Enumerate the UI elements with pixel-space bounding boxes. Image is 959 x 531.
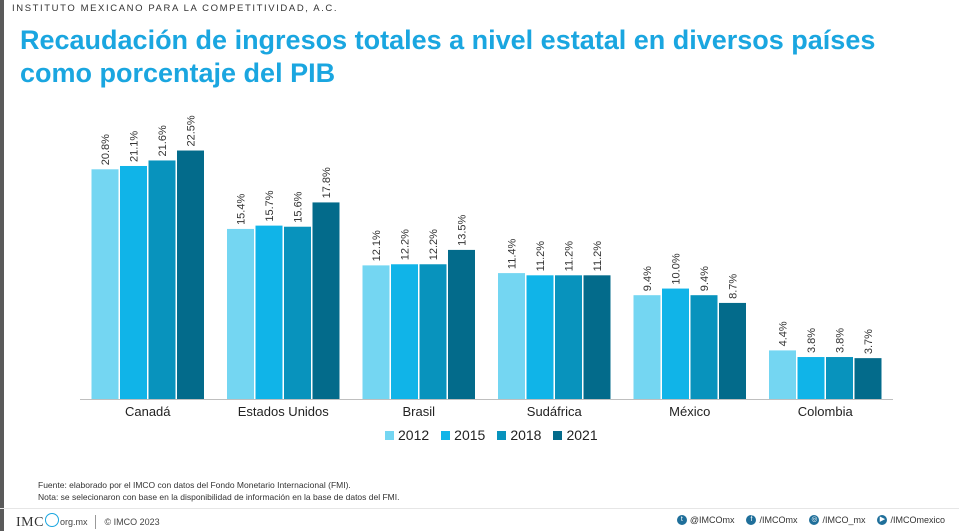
bar-2018-1 — [284, 226, 311, 399]
youtube-icon: ▶ — [877, 515, 888, 525]
data-label-2012-2: 12.1% — [371, 230, 383, 261]
legend-swatch-2012 — [385, 430, 394, 440]
data-label-2012-0: 20.8% — [100, 134, 112, 165]
social-facebook[interactable]: f/IMCOmx — [746, 515, 797, 525]
left-edge-bar — [0, 0, 4, 531]
social-youtube[interactable]: ▶/IMCOmexico — [877, 515, 945, 525]
bar-2018-3 — [555, 275, 582, 399]
legend-item-2015: 2015 — [441, 427, 485, 443]
social-youtube-label: /IMCOmexico — [890, 515, 945, 525]
bar-2012-5 — [769, 350, 796, 399]
data-label-2018-2: 12.2% — [428, 229, 440, 260]
data-label-2021-0: 22.5% — [186, 115, 198, 146]
org-name: INSTITUTO MEXICANO PARA LA COMPETITIVIDA… — [12, 3, 339, 14]
data-label-2015-4: 10.0% — [671, 253, 683, 284]
data-label-2015-1: 15.7% — [264, 190, 276, 221]
logo-circle-icon — [44, 513, 59, 527]
logo-text: IMC — [16, 515, 44, 530]
method-note: Nota: se selecionaron con base en la dis… — [38, 492, 400, 502]
bar-2015-4 — [662, 288, 689, 399]
bar-2015-2 — [391, 264, 418, 399]
category-label-5: Colombia — [798, 404, 854, 419]
legend-label-2021: 2021 — [566, 427, 598, 443]
bar-2015-3 — [526, 275, 554, 399]
legend-swatch-2018 — [497, 430, 507, 440]
data-label-2012-4: 9.4% — [642, 266, 654, 291]
chart-notes: Fuente: elaborado por el IMCO con datos … — [38, 479, 399, 503]
data-label-2018-0: 21.6% — [157, 125, 169, 156]
footer-divider — [0, 508, 959, 509]
data-label-2015-5: 3.8% — [806, 328, 818, 353]
footer-brand: IMC org.mx © IMCO 2023 — [16, 513, 160, 531]
twitter-icon: t — [676, 515, 687, 525]
legend-item-2021: 2021 — [553, 427, 598, 443]
chart-title: Recaudación de ingresos totales a nivel … — [20, 25, 876, 88]
data-label-2018-1: 15.6% — [293, 191, 305, 222]
data-label-2015-2: 12.2% — [400, 229, 412, 260]
data-label-2018-3: 11.2% — [564, 241, 576, 272]
bar-chart: 20.8% 21.1% 21.6% 22.5% Canadá 15.4% 15.7% 15.6… — [80, 115, 893, 419]
facebook-icon: f — [746, 515, 757, 525]
data-label-2015-3: 11.2% — [535, 241, 547, 272]
category-label-2: Brasil — [402, 404, 435, 419]
legend-label-2015: 2015 — [454, 427, 486, 443]
legend: 2012 2015 2018 2021 — [385, 427, 598, 443]
bar-2018-2 — [419, 264, 447, 399]
bar-2012-2 — [362, 265, 390, 399]
bar-2012-0 — [91, 169, 119, 399]
data-label-2021-5: 3.7% — [863, 329, 875, 354]
data-label-2012-5: 4.4% — [778, 321, 790, 346]
social-twitter[interactable]: t @IMCOmx — [676, 515, 735, 525]
data-label-2018-5: 3.8% — [835, 328, 847, 353]
bar-2015-1 — [255, 225, 283, 399]
bar-2021-2 — [448, 249, 475, 399]
legend-label-2018: 2018 — [510, 427, 542, 443]
bar-2021-0 — [177, 150, 204, 399]
bar-2021-1 — [312, 202, 340, 399]
data-label-2021-2: 13.5% — [457, 215, 469, 246]
copyright: © IMCO 2023 — [104, 517, 160, 527]
bar-2015-0 — [120, 165, 147, 399]
data-label-2015-0: 21.1% — [129, 131, 141, 162]
data-label-2012-3: 11.4% — [507, 239, 519, 270]
category-label-0: Canadá — [125, 404, 171, 419]
legend-swatch-2021 — [553, 430, 563, 440]
legend-item-2012: 2012 — [385, 427, 429, 443]
category-label-1: Estados Unidos — [238, 404, 330, 419]
social-instagram-label: /IMCO_mx — [822, 515, 866, 525]
category-label-3: Sudáfrica — [527, 404, 583, 419]
bar-2012-4 — [633, 295, 661, 399]
instagram-icon: ◎ — [809, 515, 820, 525]
source-note: Fuente: elaborado por el IMCO con datos … — [38, 480, 351, 490]
bar-2018-5 — [826, 357, 853, 399]
data-label-2021-3: 11.2% — [592, 241, 604, 272]
social-facebook-label: /IMCOmx — [759, 515, 798, 525]
bar-2021-3 — [583, 275, 611, 399]
bar-2021-5 — [854, 358, 882, 399]
bar-2018-0 — [148, 160, 176, 399]
bar-2018-4 — [690, 295, 718, 399]
bar-2021-4 — [719, 302, 746, 399]
data-label-2018-4: 9.4% — [699, 266, 711, 291]
legend-label-2012: 2012 — [398, 427, 430, 443]
social-instagram[interactable]: ◎/IMCO_mx — [809, 515, 865, 525]
footer-separator — [95, 515, 97, 529]
category-label-4: México — [669, 404, 710, 419]
data-label-2021-4: 8.7% — [728, 274, 740, 299]
imco-logo: IMC — [16, 513, 59, 531]
bar-2015-5 — [797, 357, 825, 399]
legend-swatch-2015 — [441, 430, 451, 440]
legend-item-2018: 2018 — [497, 427, 541, 443]
data-label-2012-1: 15.4% — [236, 194, 248, 225]
bar-2012-3 — [498, 273, 525, 399]
social-links: t @IMCOmx f/IMCOmx ◎/IMCO_mx ▶/IMCOmexico — [676, 515, 945, 525]
domain-link[interactable]: org.mx — [59, 517, 88, 527]
social-twitter-label: @IMCOmx — [689, 515, 735, 525]
data-label-2021-1: 17.8% — [321, 167, 333, 198]
bar-2012-1 — [227, 228, 254, 399]
